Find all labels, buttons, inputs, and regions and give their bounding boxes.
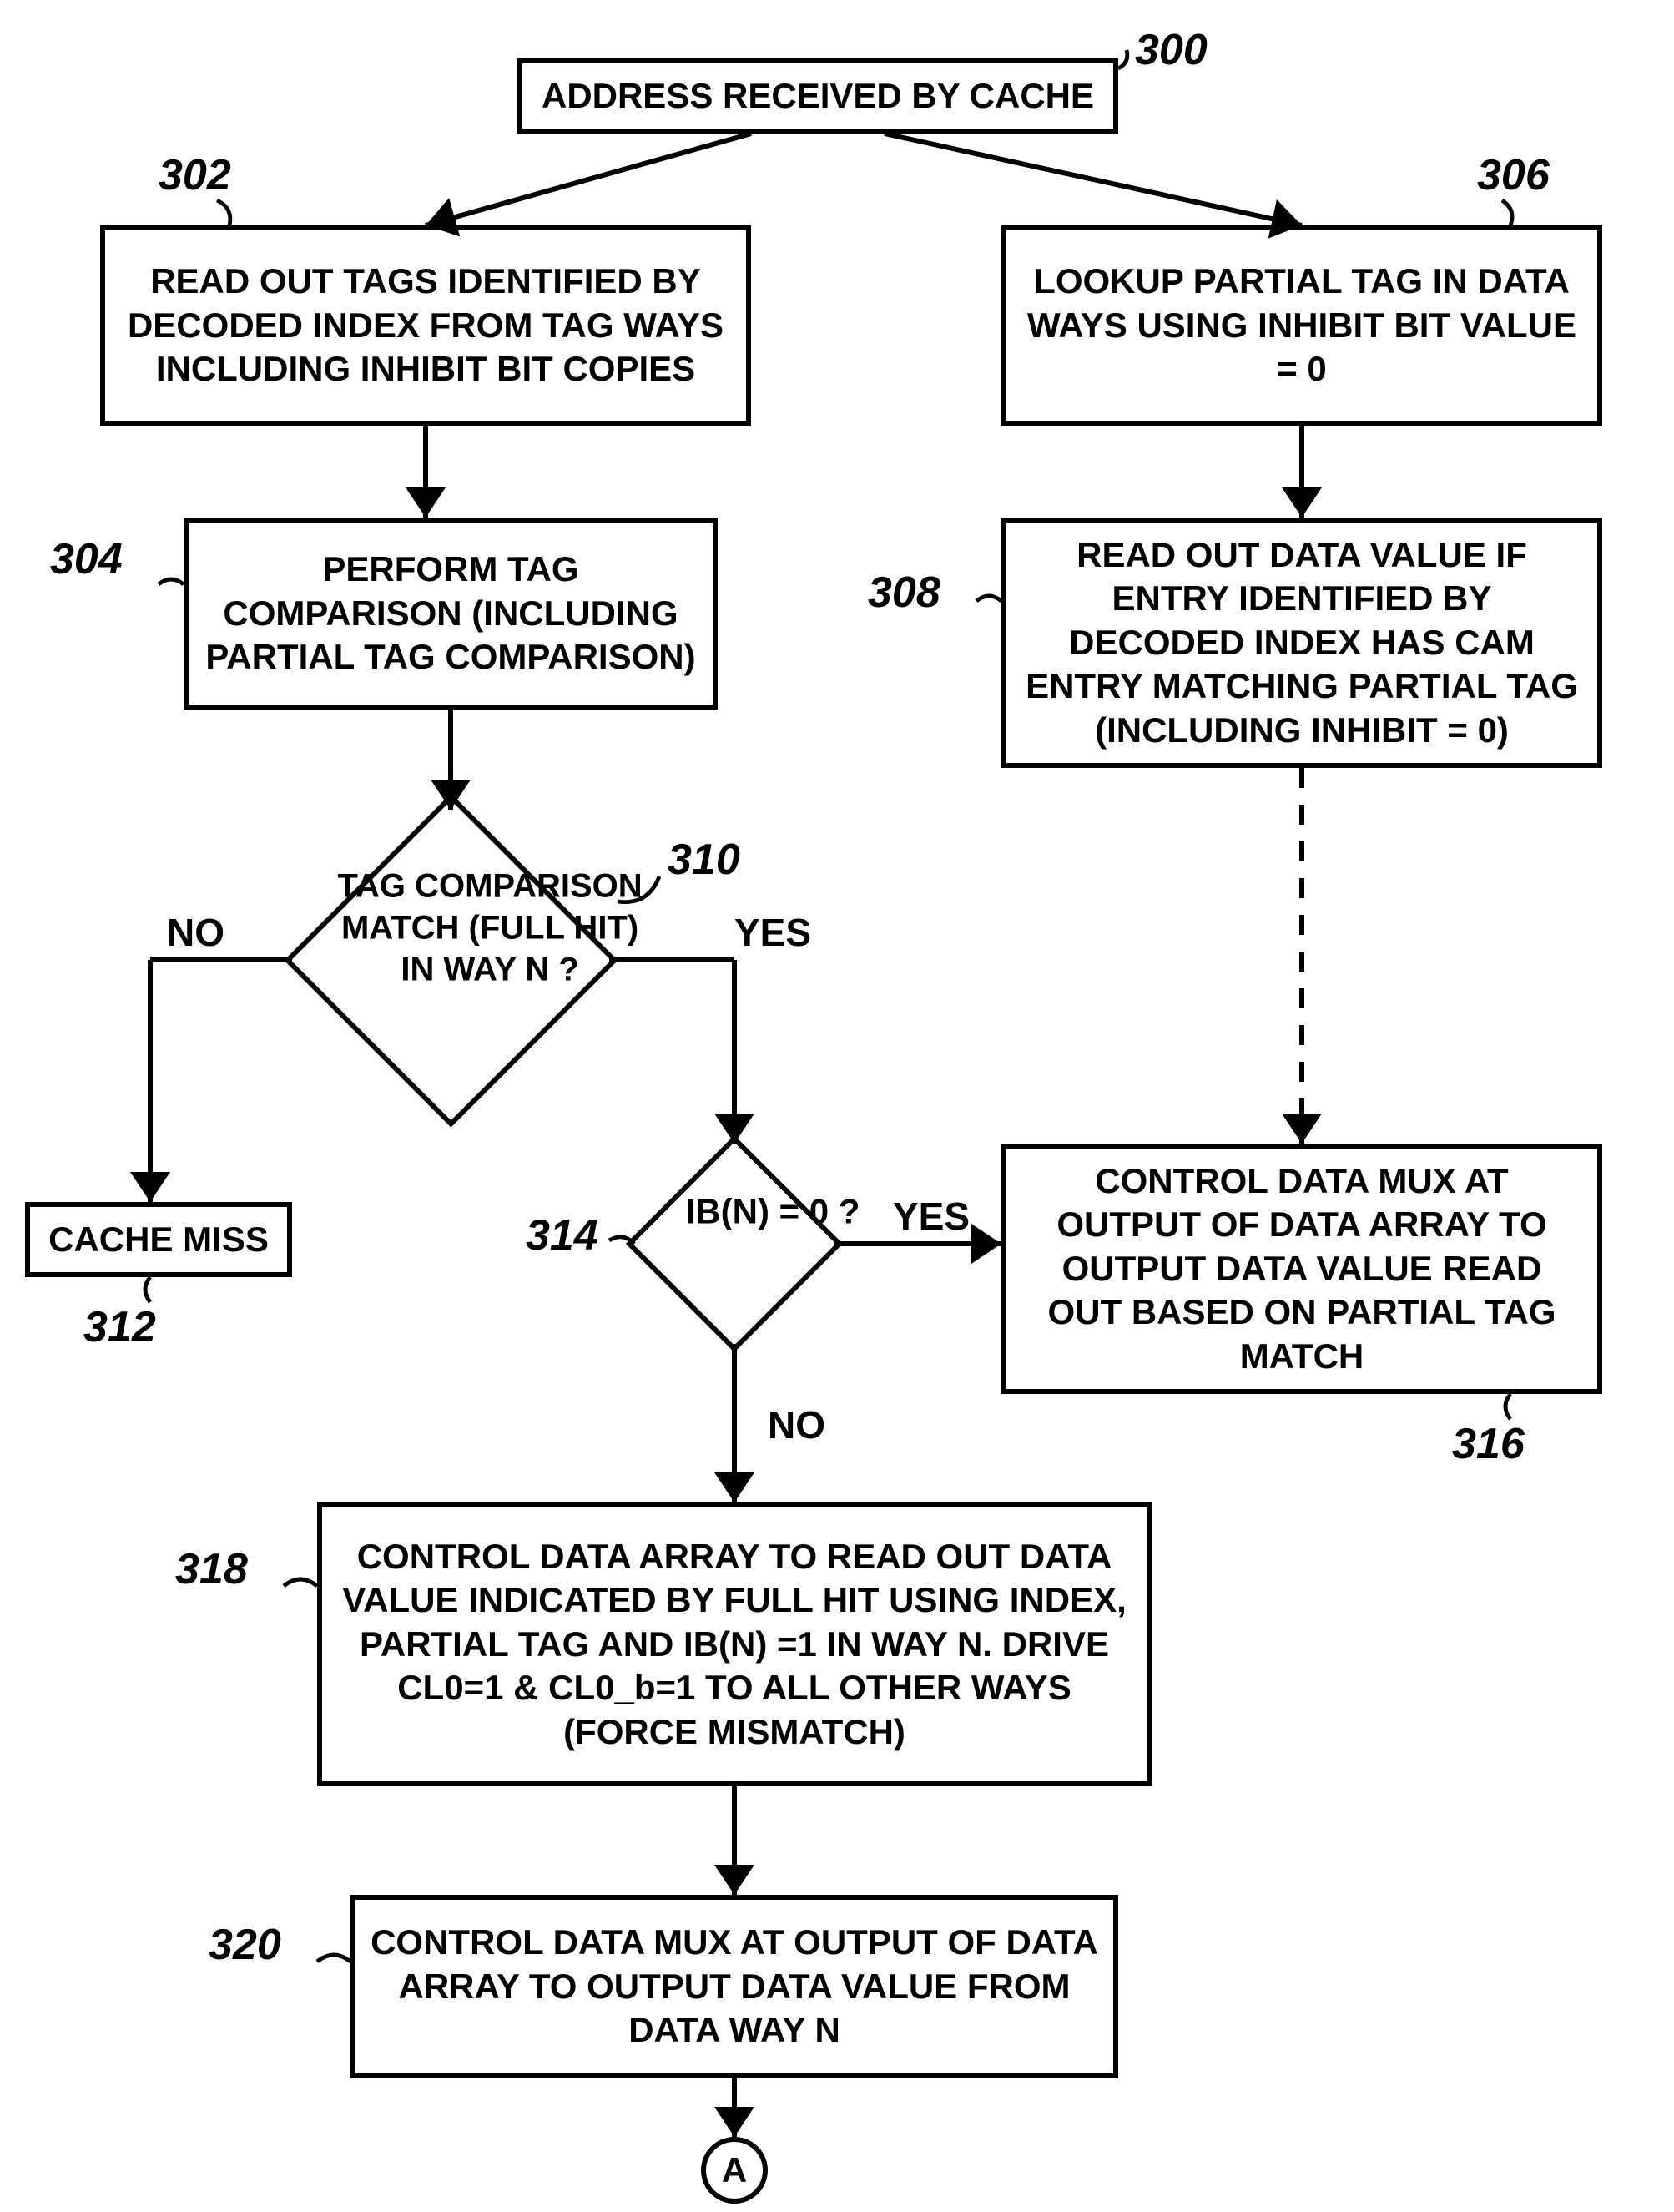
ref-304: 304 bbox=[50, 534, 123, 584]
ref-316: 316 bbox=[1452, 1419, 1525, 1469]
decision-310-tag-match: TAG COMPARISON MATCH (FULL HIT) IN WAY N… bbox=[284, 793, 618, 1127]
node-text: CONTROL DATA ARRAY TO READ OUT DATA VALU… bbox=[337, 1535, 1132, 1755]
node-text: ADDRESS RECEIVED BY CACHE bbox=[542, 74, 1094, 119]
ref-306: 306 bbox=[1477, 150, 1550, 200]
ref-320: 320 bbox=[209, 1920, 281, 1970]
node-text: READ OUT TAGS IDENTIFIED BY DECODED INDE… bbox=[120, 260, 731, 391]
node-320-control-mux-wayn: CONTROL DATA MUX AT OUTPUT OF DATA ARRAY… bbox=[350, 1895, 1118, 2078]
edge-label-yes-310: YES bbox=[734, 910, 811, 955]
node-306-lookup-partial-tag: LOOKUP PARTIAL TAG IN DATA WAYS USING IN… bbox=[1001, 225, 1602, 426]
node-308-readout-data-value: READ OUT DATA VALUE IF ENTRY IDENTIFIED … bbox=[1001, 518, 1602, 768]
decision-314-ibn-zero: IB(N) = 0 ? bbox=[626, 1135, 843, 1352]
node-text: IB(N) = 0 ? bbox=[670, 1190, 876, 1235]
ref-314: 314 bbox=[526, 1210, 598, 1260]
edge-label-no-310: NO bbox=[167, 910, 224, 955]
ref-310: 310 bbox=[668, 835, 740, 885]
node-text: READ OUT DATA VALUE IF ENTRY IDENTIFIED … bbox=[1021, 533, 1582, 753]
ref-300: 300 bbox=[1135, 25, 1208, 75]
node-text: A bbox=[722, 2150, 747, 2190]
node-316-control-mux-partial: CONTROL DATA MUX AT OUTPUT OF DATA ARRAY… bbox=[1001, 1144, 1602, 1394]
edge-label-yes-314: YES bbox=[893, 1194, 970, 1239]
node-text: CONTROL DATA MUX AT OUTPUT OF DATA ARRAY… bbox=[1021, 1159, 1582, 1379]
node-text: CACHE MISS bbox=[48, 1218, 269, 1262]
ref-302: 302 bbox=[159, 150, 231, 200]
ref-308: 308 bbox=[868, 568, 940, 618]
node-text: CONTROL DATA MUX AT OUTPUT OF DATA ARRAY… bbox=[371, 1921, 1098, 2053]
node-300-address-received: ADDRESS RECEIVED BY CACHE bbox=[517, 58, 1118, 134]
ref-318: 318 bbox=[175, 1544, 248, 1594]
node-318-control-array-fullhit: CONTROL DATA ARRAY TO READ OUT DATA VALU… bbox=[317, 1502, 1152, 1786]
node-text: PERFORM TAG COMPARISON (INCLUDING PARTIA… bbox=[204, 548, 698, 679]
node-312-cache-miss: CACHE MISS bbox=[25, 1202, 292, 1277]
edge-label-no-314: NO bbox=[768, 1402, 825, 1447]
node-304-perform-tag-comparison: PERFORM TAG COMPARISON (INCLUDING PARTIA… bbox=[184, 518, 718, 710]
connector-a: A bbox=[701, 2137, 768, 2204]
ref-312: 312 bbox=[83, 1302, 156, 1352]
node-text: TAG COMPARISON MATCH (FULL HIT) IN WAY N… bbox=[331, 866, 648, 991]
node-text: LOOKUP PARTIAL TAG IN DATA WAYS USING IN… bbox=[1021, 260, 1582, 391]
node-302-read-tags: READ OUT TAGS IDENTIFIED BY DECODED INDE… bbox=[100, 225, 751, 426]
